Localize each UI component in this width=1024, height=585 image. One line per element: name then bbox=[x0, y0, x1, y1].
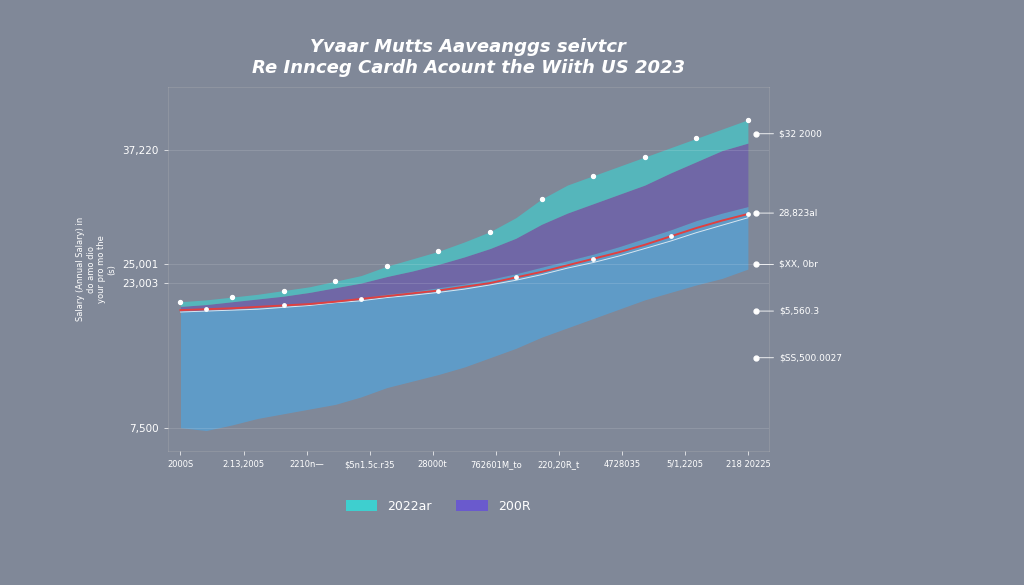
Point bbox=[482, 227, 499, 236]
Point bbox=[275, 286, 292, 295]
Point bbox=[663, 232, 679, 241]
Text: $32 2000: $32 2000 bbox=[779, 129, 821, 138]
Point bbox=[198, 305, 214, 314]
Point bbox=[327, 277, 343, 286]
Point bbox=[275, 301, 292, 310]
Title: Yvaar Mutts Aaveanggs seivtcr
Re Innceg Cardh Acount the Wiith US 2023: Yvaar Mutts Aaveanggs seivtcr Re Innceg … bbox=[252, 39, 685, 77]
Y-axis label: Salary (Annual Salary) in
do amo dio
your pro mo the
(s): Salary (Annual Salary) in do amo dio you… bbox=[77, 217, 117, 321]
Point bbox=[739, 209, 756, 219]
Point bbox=[353, 294, 370, 304]
Point bbox=[172, 297, 188, 307]
Point bbox=[688, 134, 705, 143]
Point bbox=[224, 292, 241, 302]
Legend: 2022ar, 200R: 2022ar, 200R bbox=[341, 494, 536, 518]
Text: $XX, 0br: $XX, 0br bbox=[779, 260, 818, 269]
Point bbox=[637, 153, 653, 162]
Text: 28,823al: 28,823al bbox=[779, 209, 818, 218]
Point bbox=[534, 194, 550, 204]
Point bbox=[430, 286, 446, 295]
Point bbox=[585, 254, 601, 263]
Point bbox=[508, 273, 524, 282]
Point bbox=[585, 171, 601, 180]
Text: $SS,500.0027: $SS,500.0027 bbox=[779, 353, 842, 362]
Point bbox=[379, 261, 395, 271]
Text: $5,560.3: $5,560.3 bbox=[779, 307, 819, 315]
Point bbox=[430, 247, 446, 256]
Point bbox=[739, 115, 756, 125]
